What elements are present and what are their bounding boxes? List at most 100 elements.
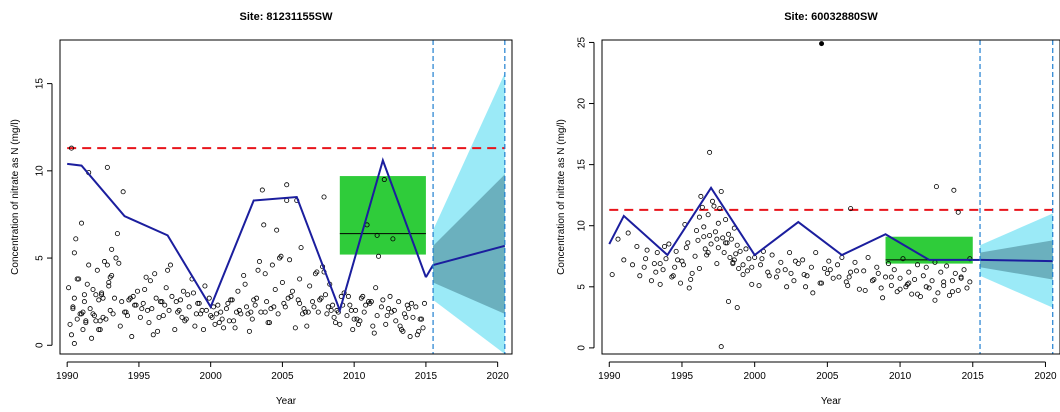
observation-point — [723, 240, 729, 246]
observation-point — [897, 286, 903, 292]
observation-point — [344, 313, 350, 319]
observation-point — [853, 268, 859, 274]
y-tick-label: 0 — [577, 345, 588, 351]
observation-point — [856, 286, 862, 292]
observation-point — [885, 261, 891, 267]
observation-point — [361, 309, 367, 315]
observation-point — [380, 297, 386, 303]
observation-point — [155, 328, 161, 334]
observation-point — [419, 316, 425, 322]
trend-line — [608, 185, 973, 261]
observation-point — [167, 262, 173, 268]
observation-point — [669, 274, 675, 280]
observation-point — [200, 327, 206, 333]
observation-point — [315, 309, 321, 315]
observation-point — [663, 256, 669, 262]
observation-point — [289, 288, 295, 294]
observation-point — [932, 297, 938, 303]
observation-point — [381, 177, 387, 183]
observation-point — [328, 307, 334, 313]
observation-point — [317, 297, 323, 303]
observation-point — [127, 295, 133, 301]
observation-point — [83, 318, 89, 324]
observation-point — [710, 198, 716, 204]
observation-point — [152, 271, 158, 277]
observation-point — [149, 306, 155, 312]
observation-point — [941, 283, 947, 289]
observation-point — [906, 280, 912, 286]
observation-point — [80, 327, 86, 333]
observation-point — [714, 261, 720, 267]
observation-point — [397, 323, 403, 329]
observation-point — [819, 280, 825, 286]
x-tick-label: 2010 — [889, 371, 912, 382]
observation-point — [89, 335, 95, 341]
observation-point — [827, 267, 833, 273]
observation-point — [810, 290, 816, 296]
observation-point — [284, 182, 290, 188]
observation-point — [413, 304, 419, 310]
observation-point — [153, 295, 159, 301]
observation-point — [255, 267, 261, 273]
observation-point — [737, 248, 743, 254]
observation-point — [120, 189, 126, 195]
observation-point — [226, 318, 232, 324]
observation-point — [107, 307, 113, 313]
observation-point — [951, 187, 957, 193]
observation-point — [861, 268, 867, 274]
observation-point — [964, 285, 970, 291]
observation-point — [384, 313, 390, 319]
panel-1: Site: 81231155SW Concentration of nitrate… — [10, 11, 513, 407]
observation-point — [94, 267, 100, 273]
observation-point — [180, 288, 186, 294]
x-tick-label: 1995 — [671, 371, 694, 382]
observation-point — [657, 261, 663, 267]
observation-point — [93, 292, 99, 298]
y-tick-label: 15 — [35, 78, 46, 90]
observation-point — [229, 297, 235, 303]
observation-point — [129, 334, 135, 340]
observation-point — [859, 0, 863, 2]
observation-point — [374, 313, 380, 319]
observation-point — [322, 292, 328, 298]
observation-point — [182, 318, 188, 324]
observation-point — [625, 230, 631, 236]
observation-point — [662, 243, 668, 249]
observation-point — [213, 311, 219, 317]
observation-point — [692, 253, 698, 259]
observation-point — [307, 283, 313, 289]
observation-point — [74, 316, 80, 322]
observation-point — [99, 292, 105, 298]
observation-point — [109, 272, 115, 278]
trend-line — [67, 157, 427, 314]
observation-point — [305, 309, 311, 315]
observation-point — [287, 257, 293, 263]
observation-point — [256, 259, 262, 265]
x-tick-label: 1995 — [128, 371, 151, 382]
observation-point — [707, 232, 713, 238]
plot-area — [608, 0, 1054, 354]
observation-point — [888, 274, 894, 280]
chart-title: Site: 60032880SW — [784, 11, 878, 23]
y-tick-label: 0 — [35, 342, 46, 348]
observation-point — [731, 257, 737, 263]
observation-point — [225, 300, 231, 306]
x-tick-label: 1990 — [56, 371, 79, 382]
observation-point — [958, 275, 964, 281]
observation-point — [694, 228, 700, 234]
forecast-connector — [425, 264, 434, 278]
observation-point — [912, 276, 918, 282]
plot-frame — [59, 39, 513, 355]
forecast-line — [980, 258, 1053, 263]
observation-point — [836, 274, 842, 280]
observation-point — [324, 311, 330, 317]
observation-point — [178, 297, 184, 303]
observation-point — [714, 236, 720, 242]
recent-period-box — [339, 176, 426, 255]
observation-point — [941, 279, 947, 285]
observation-point — [70, 304, 76, 310]
observation-point — [373, 285, 379, 291]
observation-point — [938, 269, 944, 275]
observation-point — [195, 300, 201, 306]
